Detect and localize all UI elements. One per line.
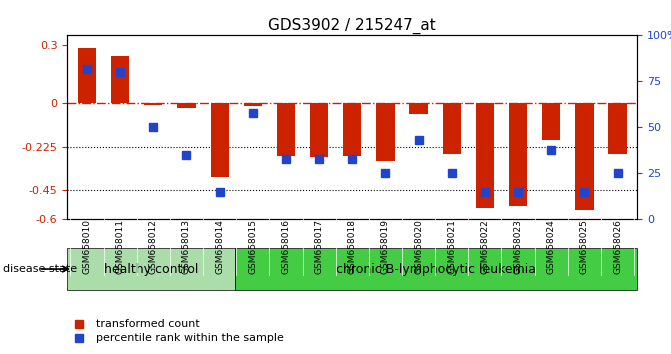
Bar bbox=[609, 103, 627, 154]
Bar bbox=[310, 103, 328, 158]
Text: GSM658025: GSM658025 bbox=[580, 219, 589, 274]
Text: GSM658011: GSM658011 bbox=[115, 219, 125, 274]
Text: healthy control: healthy control bbox=[104, 263, 198, 275]
Text: percentile rank within the sample: percentile rank within the sample bbox=[96, 333, 283, 343]
Bar bbox=[277, 103, 295, 155]
Text: GSM658012: GSM658012 bbox=[149, 219, 158, 274]
Bar bbox=[244, 103, 262, 106]
Bar bbox=[542, 103, 560, 140]
Text: GSM658024: GSM658024 bbox=[547, 219, 556, 274]
Text: GSM658022: GSM658022 bbox=[480, 219, 489, 274]
Text: disease state: disease state bbox=[3, 264, 77, 274]
Bar bbox=[575, 103, 594, 210]
Bar bbox=[409, 103, 427, 114]
Text: GSM658013: GSM658013 bbox=[182, 219, 191, 274]
Bar bbox=[211, 103, 229, 177]
Bar bbox=[177, 103, 195, 108]
Text: GSM658019: GSM658019 bbox=[381, 219, 390, 274]
Text: GSM658018: GSM658018 bbox=[348, 219, 357, 274]
Bar bbox=[376, 103, 395, 161]
Text: GSM658014: GSM658014 bbox=[215, 219, 224, 274]
FancyBboxPatch shape bbox=[235, 248, 637, 290]
Bar bbox=[78, 48, 96, 103]
Text: chronic B-lymphocytic leukemia: chronic B-lymphocytic leukemia bbox=[336, 263, 536, 275]
Text: GSM658026: GSM658026 bbox=[613, 219, 622, 274]
Title: GDS3902 / 215247_at: GDS3902 / 215247_at bbox=[268, 18, 436, 34]
Bar bbox=[111, 56, 130, 103]
Bar bbox=[144, 103, 162, 105]
Text: GSM658015: GSM658015 bbox=[248, 219, 257, 274]
Text: GSM658017: GSM658017 bbox=[315, 219, 323, 274]
Bar bbox=[509, 103, 527, 206]
Text: GSM658021: GSM658021 bbox=[448, 219, 456, 274]
Text: GSM658016: GSM658016 bbox=[281, 219, 291, 274]
Text: GSM658023: GSM658023 bbox=[513, 219, 523, 274]
FancyBboxPatch shape bbox=[67, 248, 235, 290]
Text: GSM658010: GSM658010 bbox=[83, 219, 91, 274]
Text: GSM658020: GSM658020 bbox=[414, 219, 423, 274]
Bar bbox=[476, 103, 494, 208]
Bar bbox=[443, 103, 461, 154]
Bar bbox=[343, 103, 362, 155]
Text: transformed count: transformed count bbox=[96, 319, 199, 329]
